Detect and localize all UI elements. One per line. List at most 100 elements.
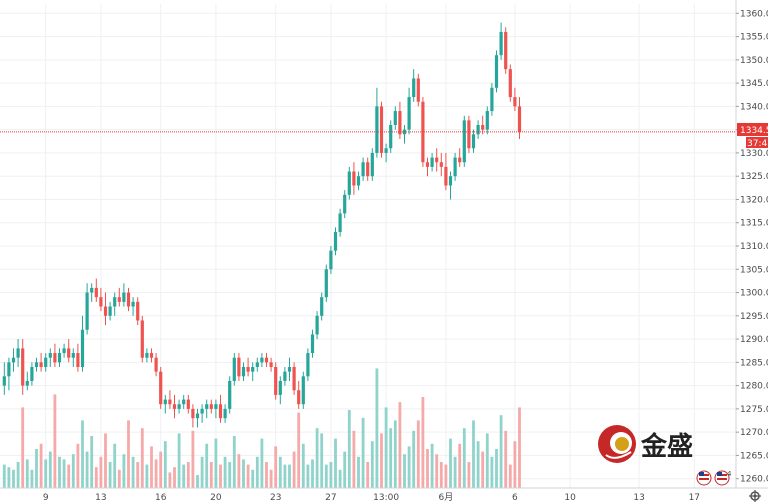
candle-body: [379, 106, 384, 153]
volume-bar: [90, 436, 94, 488]
time-tick-label: 13:00: [373, 493, 399, 503]
time-tick-label: 27: [325, 493, 336, 503]
price-tick-label: 1360.0: [740, 9, 768, 19]
candle-body: [214, 404, 218, 409]
volume-bar: [163, 441, 167, 488]
volume-bar: [260, 438, 264, 488]
volume-bar: [113, 443, 117, 488]
volume-bar: [347, 410, 351, 488]
candle-body: [76, 353, 80, 367]
price-tick-label: 1325.0: [740, 172, 768, 182]
volume-bar: [416, 420, 420, 488]
volume-bar: [205, 443, 209, 488]
volume-bar: [191, 430, 195, 488]
volume-bar: [384, 407, 388, 488]
settings-gear-icon[interactable]: [749, 490, 761, 502]
candle-body: [315, 315, 319, 335]
volume-bar: [518, 407, 521, 488]
candle-body: [297, 390, 301, 405]
flag-icon-us[interactable]: [696, 470, 712, 486]
candle-body: [71, 353, 75, 358]
volume-bar: [467, 462, 471, 488]
volume-bar: [357, 456, 360, 488]
price-tick-label: 1290.0: [740, 335, 768, 345]
volume-bar: [2, 464, 6, 488]
candle-body: [2, 376, 6, 386]
price-tick-label: 1315.0: [740, 219, 768, 229]
candle-body: [80, 329, 85, 367]
candle-body: [508, 69, 512, 98]
volume-bar: [145, 464, 149, 488]
candle-body: [384, 148, 388, 153]
volume-bar: [159, 451, 163, 488]
price-tick-label: 1310.0: [740, 242, 768, 252]
price-axis[interactable]: 1260.0 1265.0 1270.0 1275.0 1280.0 1285.0 1290…: [736, 9, 768, 485]
candle-body: [264, 357, 269, 363]
volume-bar: [71, 454, 75, 488]
candle-body: [370, 152, 374, 177]
volume-bar: [76, 443, 80, 488]
volume-bar: [403, 454, 406, 488]
time-tick-label: 20: [210, 493, 222, 503]
volume-bar: [361, 417, 365, 488]
candle-body: [412, 78, 416, 98]
candle-body: [356, 176, 361, 186]
volume-bars: [2, 368, 521, 488]
candle-body: [471, 134, 476, 149]
candle-body: [513, 97, 517, 107]
candle-body: [476, 125, 480, 135]
candle-body: [200, 408, 204, 414]
flag-icon-us-badge[interactable]: 4: [714, 470, 732, 486]
volume-bar: [278, 456, 282, 488]
volume-bar: [481, 451, 485, 488]
candle-body: [140, 320, 144, 358]
volume-bar: [439, 462, 443, 488]
candle-body: [117, 297, 121, 302]
price-tick-label: 1275.0: [740, 405, 768, 415]
candle-body: [439, 162, 443, 167]
time-axis[interactable]: 9 13 16 20 23 27 13:00 6月 6 10 13 17: [43, 492, 700, 503]
volume-bar: [366, 462, 370, 488]
candle-body: [485, 111, 489, 130]
volume-bar: [444, 464, 448, 488]
price-tick-label: 1350.0: [740, 56, 768, 66]
time-tick-label: 6: [512, 493, 518, 503]
candle-body: [67, 348, 71, 358]
price-tick-label: 1345.0: [740, 79, 768, 89]
candle-body: [462, 120, 466, 163]
time-tick-label: 9: [43, 493, 49, 503]
candle-body: [499, 31, 503, 56]
volume-bar: [228, 462, 232, 488]
time-tick-label: 13: [95, 493, 106, 503]
candle-body: [149, 353, 154, 358]
volume-bar: [476, 441, 480, 488]
candle-body: [366, 162, 370, 177]
time-tick-label: 17: [689, 493, 700, 503]
time-tick-label: 6月: [439, 492, 454, 503]
volume-bar: [7, 467, 11, 488]
volume-bar: [232, 436, 236, 488]
candle-body: [458, 157, 462, 163]
svg-text:4: 4: [727, 470, 732, 478]
candle-body: [324, 269, 328, 298]
volume-bar: [334, 438, 337, 488]
candle-body: [329, 250, 333, 270]
logo-emblem-swoosh: [605, 451, 632, 459]
volume-bar: [499, 415, 503, 488]
volume-bar: [343, 451, 347, 488]
time-tick-label: 10: [564, 493, 576, 503]
candle-body: [301, 376, 305, 405]
price-tag-background: [737, 123, 768, 136]
candle-body: [11, 357, 16, 363]
volume-bar: [99, 456, 103, 488]
volume-bar: [301, 443, 305, 488]
candle-body: [186, 399, 190, 409]
candle-body: [113, 297, 117, 307]
candle-body: [90, 287, 94, 293]
candle-body: [182, 399, 186, 405]
volume-bar: [223, 456, 227, 488]
candle-body: [407, 97, 411, 130]
candle-body: [99, 297, 103, 307]
